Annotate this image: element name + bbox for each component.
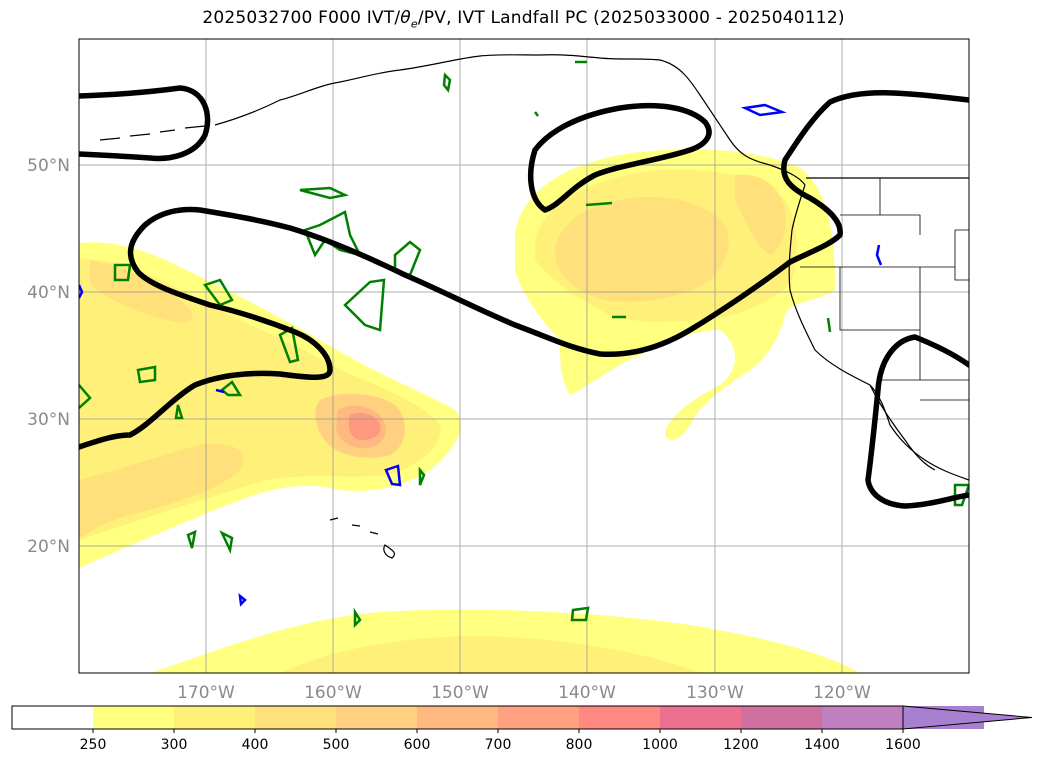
ivt-west-400 — [79, 444, 244, 540]
colorbar-segment — [417, 706, 498, 729]
pv-contour — [113, 263, 132, 282]
colorbar-segment — [498, 706, 579, 729]
theta-e-contour — [215, 388, 225, 394]
pc-contour-northwest — [79, 85, 211, 162]
pv-contour — [299, 186, 349, 200]
ivt-colorbar: 250 300 400 500 600 700 800 1000 1200 1400 1600 — [11, 705, 1033, 753]
lon-label-130w: 130°W — [686, 683, 744, 703]
theta-e-contours — [79, 103, 883, 607]
pv-contour — [202, 278, 234, 307]
colorbar-tick-label: 800 — [566, 737, 593, 753]
ivt-landfall-pc-contours — [79, 85, 969, 509]
state-borders — [800, 178, 969, 401]
colorbar-segment — [660, 706, 741, 729]
theta-e-contour — [740, 103, 787, 117]
lat-label-20: 20°N — [27, 537, 70, 557]
pv-contour — [353, 607, 362, 629]
lon-labels: 170°W 160°W 150°W 140°W 130°W 120°W — [177, 683, 871, 703]
pv-contour — [826, 317, 832, 333]
pv-contour — [220, 380, 243, 397]
pv-contour — [570, 606, 590, 622]
colorbar-tick-label: 1600 — [885, 737, 921, 753]
colorbar-tick-label: 700 — [485, 737, 512, 753]
lon-label-120w: 120°W — [813, 683, 871, 703]
ivt-ne-400b — [735, 174, 786, 255]
hawaii-islands — [329, 517, 396, 559]
theta-e-contour — [238, 593, 247, 607]
lat-label-30: 30°N — [27, 410, 70, 430]
pv-contour — [174, 404, 184, 420]
colorbar-segment — [336, 706, 417, 729]
pc-contour-main — [79, 90, 969, 450]
ivt-ne-400 — [555, 196, 729, 302]
north-america-west-coast — [788, 184, 969, 481]
gridlines — [79, 39, 969, 673]
colorbar-segment — [12, 706, 93, 729]
ivt-band-south-300 — [280, 636, 700, 673]
lon-label-140w: 140°W — [558, 683, 616, 703]
pv-contour — [418, 466, 426, 486]
pv-contour — [79, 384, 92, 409]
colorbar-segment — [579, 706, 660, 729]
lat-label-50: 50°N — [27, 156, 70, 176]
colorbar-segment — [174, 706, 255, 729]
colorbar-segment — [822, 706, 903, 729]
theta-e-contour — [79, 284, 84, 299]
map-frame — [78, 38, 970, 674]
pv-contour — [534, 111, 539, 117]
colorbar-tick-label: 1000 — [642, 737, 678, 753]
colorbar-tick-label: 250 — [80, 737, 107, 753]
pc-contour-southeast — [865, 334, 969, 509]
colorbar-tick-label: 500 — [323, 737, 350, 753]
map-panel — [79, 39, 969, 673]
lon-label-150w: 150°W — [431, 683, 489, 703]
pv-contour — [343, 278, 386, 332]
pv-contour — [219, 530, 234, 555]
lon-label-170w: 170°W — [177, 683, 235, 703]
map-title: 2025032700 F000 IVT/θe/PV, IVT Landfall … — [202, 8, 845, 31]
lon-label-160w: 160°W — [304, 683, 362, 703]
ivt-core-700 — [348, 412, 381, 440]
colorbar-tick-label: 1200 — [723, 737, 759, 753]
colorbar-segment — [255, 706, 336, 729]
colorbar-segment — [93, 706, 174, 729]
lat-labels: 50°N 40°N 30°N 20°N — [27, 156, 70, 557]
colorbar-tick-label: 400 — [242, 737, 269, 753]
theta-e-contour — [384, 464, 402, 487]
lat-label-40: 40°N — [27, 283, 70, 303]
pc-contour-hook — [527, 102, 712, 213]
colorbar-segment — [741, 706, 822, 729]
ivt-shading — [79, 149, 860, 673]
colorbar-tick-label: 600 — [404, 737, 431, 753]
colorbar-outline — [11, 705, 904, 730]
theta-e-contour — [875, 244, 883, 266]
pv-contour — [585, 201, 613, 207]
pv-contour — [136, 365, 157, 384]
pv-contour — [442, 72, 452, 93]
aleutians — [99, 125, 206, 141]
colorbar-tick-label: 300 — [161, 737, 188, 753]
pv-contour — [186, 529, 197, 549]
alaska-coast — [214, 54, 806, 186]
colorbar-tick-label: 1400 — [804, 737, 840, 753]
